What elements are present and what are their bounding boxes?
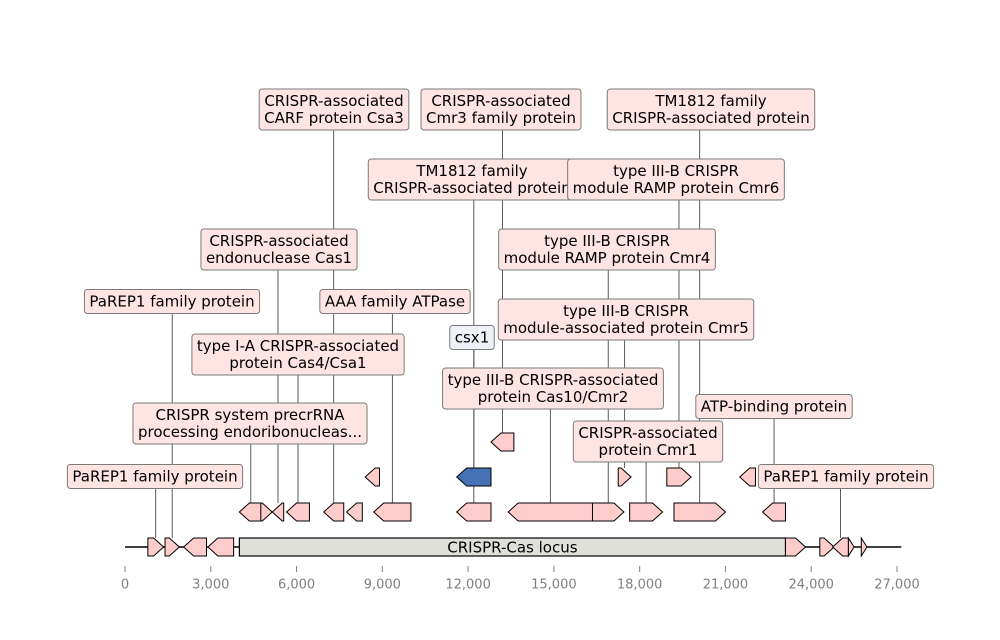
gene-arrow xyxy=(147,537,165,557)
feature-label-text: PaREP1 family protein xyxy=(89,293,254,311)
feature-label-text: CRISPR system precrRNA processing endorib… xyxy=(138,406,362,441)
feature-label-text: type III-B CRISPR module RAMP protein Cmr… xyxy=(504,232,711,267)
feature-label-box xyxy=(420,88,582,131)
gene-arrow xyxy=(373,502,412,522)
feature-label: type III-B CRISPR-associated protein Cas1… xyxy=(442,367,664,410)
x-tick-label: 9,000 xyxy=(364,578,401,593)
gene-features xyxy=(147,432,868,558)
gene-arrow xyxy=(507,502,593,522)
feature-label-box xyxy=(695,394,853,419)
csx1-gene-arrow xyxy=(455,467,492,487)
feature-label-box xyxy=(200,228,358,271)
feature-label-box xyxy=(191,333,405,376)
gene-arrow xyxy=(455,502,492,522)
gene-arrow xyxy=(164,537,181,557)
x-tick-label: 3,000 xyxy=(192,578,229,593)
feature-label-box xyxy=(497,298,755,341)
feature-label: type III-B CRISPR module RAMP protein Cmr… xyxy=(498,228,716,271)
feature-label: CRISPR-associated endonuclease Cas1 xyxy=(200,228,358,271)
gene-arrow xyxy=(490,432,515,452)
feature-label-box xyxy=(567,158,785,201)
x-tick-label: 18,000 xyxy=(617,578,663,593)
feature-label-box xyxy=(757,464,935,489)
x-tick-label: 12,000 xyxy=(445,578,491,593)
gene-arrow xyxy=(345,502,363,522)
feature-label: ATP-binding protein xyxy=(695,394,853,419)
feature-label-text: AAA family ATPase xyxy=(325,293,465,311)
feature-label-text: type I-A CRISPR-associated protein Cas4/C… xyxy=(197,337,399,372)
feature-label-text: CRISPR-associated endonuclease Cas1 xyxy=(206,232,352,267)
feature-label-text: ATP-binding protein xyxy=(701,398,847,416)
gene-arrow xyxy=(591,502,625,522)
feature-label-text: PaREP1 family protein xyxy=(763,468,928,486)
gene-arrow xyxy=(182,537,207,557)
feature-label: CRISPR-associated protein Cmr1 xyxy=(572,420,724,463)
feature-label-text: TM1812 family CRISPR-associated protein xyxy=(612,92,809,127)
gene-arrow xyxy=(617,467,632,487)
gene-arrow xyxy=(364,467,380,487)
feature-label-box xyxy=(66,464,244,489)
x-tick-label: 27,000 xyxy=(874,578,920,593)
feature-label: TM1812 family CRISPR-associated protein xyxy=(606,88,816,131)
feature-label-text: CRISPR-associated CARF protein Csa3 xyxy=(264,92,404,127)
feature-label-text: csx1 xyxy=(455,329,489,347)
feature-label-text: type III-B CRISPR module RAMP protein Cmr… xyxy=(573,162,780,197)
feature-label-box xyxy=(498,228,716,271)
feature-label: TM1812 family CRISPR-associated protein xyxy=(367,158,577,201)
x-axis: 0 3,000 6,000 9,000 12,000 15,000 18,000 21,000… xyxy=(121,566,920,593)
feature-label: CRISPR-associated CARF protein Csa3 xyxy=(258,88,410,131)
feature-label-box xyxy=(572,420,724,463)
gene-arrow xyxy=(322,502,345,522)
gene-arrow xyxy=(860,536,868,558)
feature-label: CRISPR system precrRNA processing endorib… xyxy=(132,402,368,445)
feature-label: CRISPR-associated Cmr3 family protein xyxy=(420,88,582,131)
feature-label: PaREP1 family protein xyxy=(66,464,244,489)
feature-label-box xyxy=(258,88,410,131)
feature-label-box xyxy=(319,289,471,314)
gene-arrow xyxy=(847,536,855,558)
feature-label-box xyxy=(83,289,261,314)
x-tick-label: 0 xyxy=(121,578,129,593)
gene-arrow xyxy=(738,467,756,487)
gene-arrow xyxy=(673,502,727,522)
feature-label: type III-B CRISPR module-associated prote… xyxy=(497,298,755,341)
gene-arrow xyxy=(238,502,263,522)
feature-label-text: TM1812 family CRISPR-associated protein xyxy=(373,162,570,197)
feature-label: csx1 xyxy=(449,325,495,350)
feature-label-text: CRISPR-associated protein Cmr1 xyxy=(578,424,717,459)
feature-label-box xyxy=(606,88,816,131)
feature-label: AAA family ATPase xyxy=(319,289,471,314)
feature-label-text: type III-B CRISPR-associated protein Cas1… xyxy=(448,371,659,406)
feature-label: PaREP1 family protein xyxy=(83,289,261,314)
gene-arrow xyxy=(207,537,235,557)
gene-arrow xyxy=(819,537,835,557)
feature-label-text: type III-B CRISPR module-associated prote… xyxy=(503,302,749,337)
feature-label-box xyxy=(132,402,368,445)
feature-label-box xyxy=(449,325,495,350)
feature-label-box xyxy=(442,367,664,410)
x-tick-label: 15,000 xyxy=(531,578,577,593)
x-tick-label: 21,000 xyxy=(703,578,749,593)
feature-label: PaREP1 family protein xyxy=(757,464,935,489)
feature-label-text: CRISPR-associated Cmr3 family protein xyxy=(426,92,576,127)
gene-arrow xyxy=(260,502,273,522)
x-tick-label: 6,000 xyxy=(278,578,315,593)
gene-arrow xyxy=(629,502,664,522)
gene-arrow xyxy=(761,502,786,522)
gene-arrow xyxy=(271,502,285,522)
x-tick-label: 24,000 xyxy=(788,578,834,593)
gene-arrow xyxy=(784,537,807,557)
gene-arrow xyxy=(666,467,692,487)
crispr-cas-locus-region: CRISPR-Cas locus xyxy=(238,537,787,557)
gene-arrow xyxy=(285,502,310,522)
locus-label: CRISPR-Cas locus xyxy=(447,539,577,557)
feature-label-text: PaREP1 family protein xyxy=(72,468,237,486)
feature-label: type III-B CRISPR module RAMP protein Cmr… xyxy=(567,158,785,201)
feature-labels: PaREP1 family protein PaREP1 family prote… xyxy=(66,88,935,489)
gene-arrow xyxy=(831,537,849,557)
feature-label: type I-A CRISPR-associated protein Cas4/C… xyxy=(191,333,405,376)
